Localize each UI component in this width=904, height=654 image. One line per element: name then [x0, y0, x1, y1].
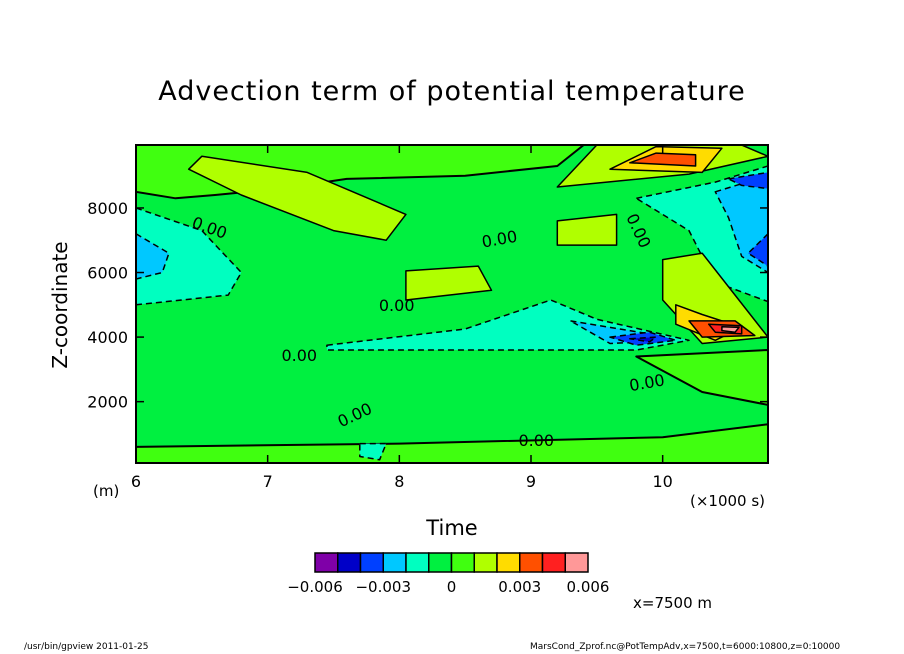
x-tick-label: 8	[394, 472, 404, 491]
colorbar-swatch	[564, 552, 589, 573]
colorbar-swatch	[314, 552, 339, 573]
contour-label: 0.00	[379, 296, 415, 315]
y-tick-label: 6000	[87, 264, 128, 283]
chart-title: Advection term of potential temperature	[158, 76, 746, 107]
x-tick-label: 6	[131, 472, 141, 491]
contour-region	[359, 442, 387, 461]
colorbar-swatch	[496, 552, 521, 573]
colorbar-tick-label: −0.006	[287, 578, 343, 596]
y-axis-label: Z-coordinate	[48, 241, 72, 369]
colorbar-swatch	[337, 552, 362, 573]
footer-right: MarsCond_Zprof.nc@PotTempAdv,x=7500,t=60…	[530, 642, 841, 652]
colorbar-swatch	[359, 552, 384, 573]
colorbar-swatch	[519, 552, 544, 573]
colorbar-swatch	[541, 552, 566, 573]
contour-region	[727, 171, 768, 190]
y-axis-unit: (m)	[93, 482, 120, 500]
y-tick-label: 2000	[87, 393, 128, 412]
contour-region	[629, 336, 657, 343]
x-tick-label: 9	[526, 472, 536, 491]
contour-region	[721, 326, 740, 333]
filled-regions: 0.00 0.000.000.000.000.000.000.00	[136, 145, 768, 463]
y-tick-label: 4000	[87, 328, 128, 347]
x-tick-label: 10	[652, 472, 672, 491]
colorbar-swatch	[450, 552, 475, 573]
contour-region	[136, 233, 170, 280]
colorbar-swatch	[473, 552, 498, 573]
plot-frame	[135, 144, 769, 464]
colorbar-tick-label: −0.003	[355, 578, 411, 596]
contour-label: 0.00	[518, 431, 554, 450]
contour-region	[187, 155, 407, 241]
colorbar-swatch	[382, 552, 407, 573]
x-tick-label: 7	[263, 472, 273, 491]
colorbar-swatch	[405, 552, 430, 573]
x-axis-unit: (×1000 s)	[690, 492, 766, 510]
contour-label: 0.00	[281, 346, 317, 365]
contour-region	[629, 152, 697, 167]
colorbar-tick-label: 0.003	[498, 578, 541, 596]
contour-region	[747, 233, 768, 267]
y-tick-label: 8000	[87, 199, 128, 218]
slice-annotation: x=7500 m	[633, 594, 712, 612]
contour-region	[635, 349, 768, 406]
x-axis-label: Time	[426, 516, 478, 540]
contour-region	[136, 207, 243, 306]
contour-region	[136, 423, 768, 463]
colorbar-tick-label: 0.006	[567, 578, 610, 596]
colorbar-swatch	[428, 552, 453, 573]
contour-region	[405, 265, 493, 301]
footer-left: /usr/bin/gpview 2011-01-25	[24, 642, 149, 652]
contour-region	[556, 213, 618, 246]
colorbar-tick-label: 0	[447, 578, 457, 596]
